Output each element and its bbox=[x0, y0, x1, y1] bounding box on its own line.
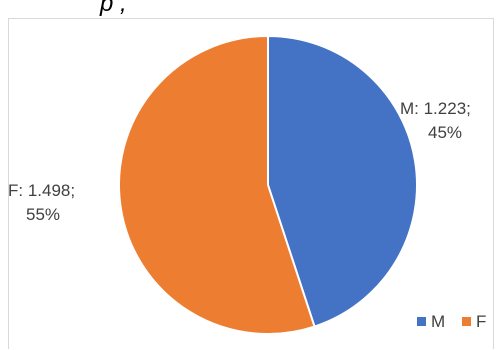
pie-slice-m bbox=[267, 34, 418, 328]
legend-label-f: F bbox=[476, 312, 486, 331]
legend-label-m: M bbox=[431, 312, 445, 331]
header-text-fragment: p , bbox=[100, 0, 127, 17]
percent-label-m: 45% bbox=[428, 123, 462, 142]
data-label-f: F: 1.498; bbox=[8, 181, 75, 200]
percent-label-f: 55% bbox=[26, 205, 60, 224]
legend-swatch-m bbox=[417, 317, 426, 326]
pie-slice-f bbox=[118, 34, 316, 335]
legend-swatch-f bbox=[462, 317, 471, 326]
data-label-m: M: 1.223; bbox=[400, 99, 471, 118]
